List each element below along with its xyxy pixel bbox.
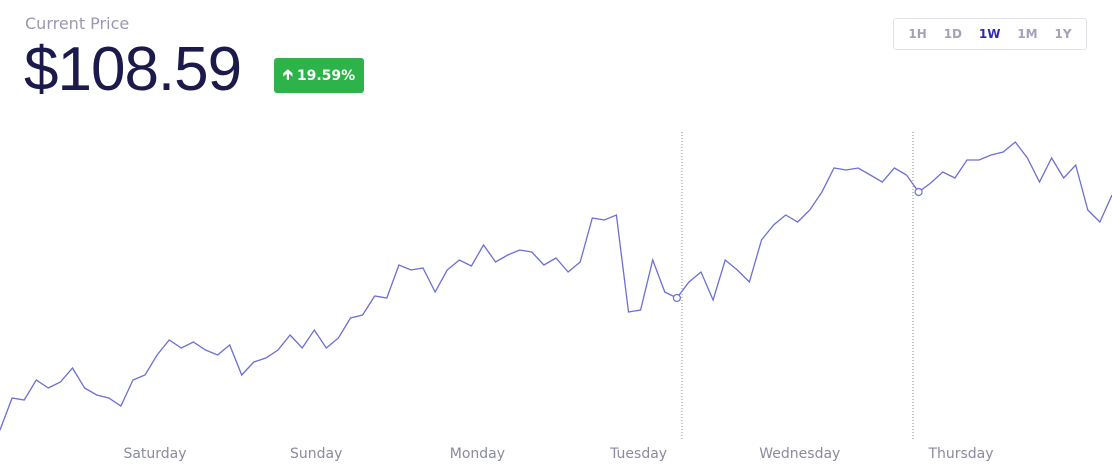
range-button[interactable]: 1H	[908, 27, 927, 41]
up-arrow: 🡱	[282, 66, 293, 83]
x-tick-label: Tuesday	[609, 446, 667, 462]
x-tick-label: Saturday	[123, 446, 186, 462]
x-tick-label: Wednesday	[759, 446, 840, 462]
price-label: Current Price	[25, 14, 130, 33]
hover-marker	[672, 293, 681, 303]
range-button[interactable]: 1D	[943, 27, 962, 41]
range-button[interactable]: 1W	[978, 27, 1001, 41]
change-value: 19.59%	[296, 67, 356, 84]
x-tick-label: Monday	[450, 446, 505, 462]
change-badge: 🡱 19.59%	[274, 58, 364, 93]
range-selector: 1H 1D 1W 1M 1Y	[893, 18, 1087, 50]
price-line	[0, 141, 1112, 431]
x-tick-label: Sunday	[290, 446, 342, 462]
range-button[interactable]: 1Y	[1054, 27, 1072, 41]
current-price: $108.59	[24, 35, 242, 104]
hover-marker	[914, 187, 923, 197]
range-button[interactable]: 1M	[1017, 27, 1038, 41]
x-tick-label: Thursday	[927, 446, 993, 462]
